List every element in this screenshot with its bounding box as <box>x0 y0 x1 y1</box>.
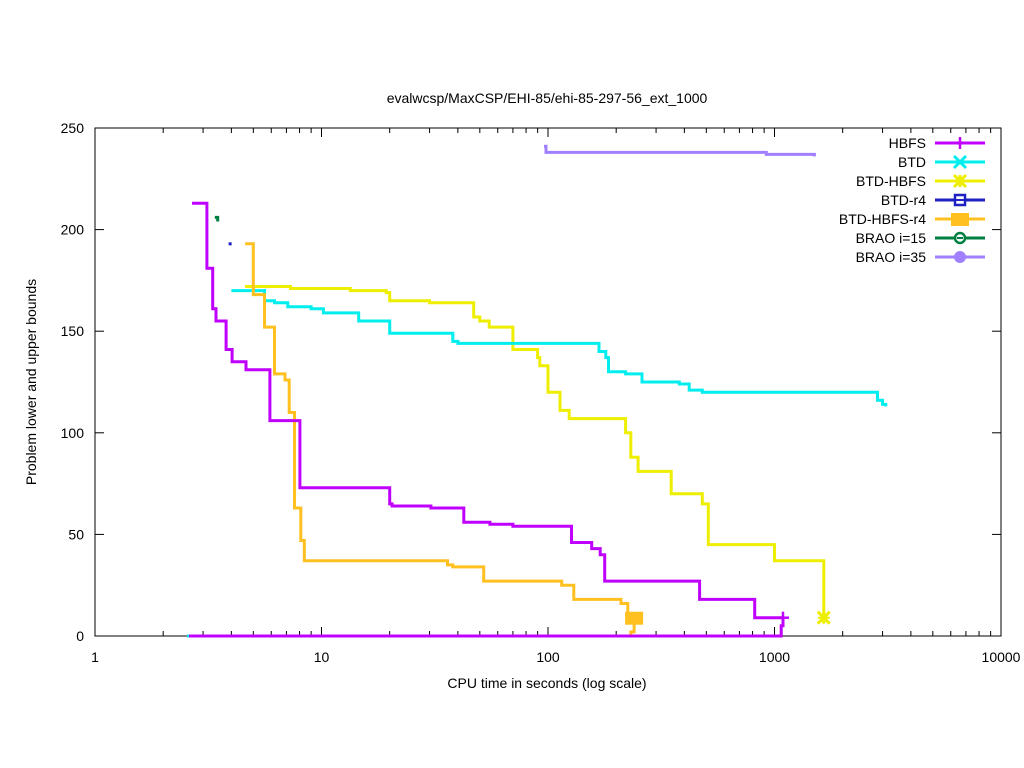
legend-item: BTD-r4 <box>881 192 985 208</box>
x-tick-label: 1000 <box>759 649 790 665</box>
y-tick-label: 100 <box>61 425 85 441</box>
lower-bound-line <box>189 617 785 638</box>
y-axis-label: Problem lower and upper bounds <box>23 279 39 485</box>
upper-bound-line <box>214 215 220 222</box>
square-filled-marker <box>625 611 644 625</box>
series-btd-hbfs <box>245 285 831 625</box>
y-tick-label: 0 <box>76 628 84 644</box>
square-open-marker <box>953 193 967 207</box>
legend-label: BTD-HBFS <box>856 173 926 189</box>
series-hbfs <box>189 201 789 638</box>
legend-item: BTD-HBFS-r4 <box>839 211 985 227</box>
upper-bound-line <box>192 201 783 620</box>
series-brao-i-35 <box>544 144 816 157</box>
upper-bound-line <box>231 289 888 407</box>
plus-marker <box>776 611 789 624</box>
upper-bound-line <box>245 242 635 620</box>
y-tick-label: 50 <box>68 526 84 542</box>
x-axis-label: CPU time in seconds (log scale) <box>447 675 646 691</box>
upper-bound-point <box>228 242 232 246</box>
x-marker <box>952 154 968 170</box>
legend-item: BTD <box>898 154 985 170</box>
upper-bound-line <box>245 285 826 618</box>
y-tick-label: 150 <box>61 323 85 339</box>
y-tick-label: 250 <box>61 120 85 136</box>
x-tick-label: 10 <box>314 649 330 665</box>
series-btd <box>187 289 888 638</box>
circle-open-marker <box>953 231 967 245</box>
legend-item: HBFS <box>889 135 985 151</box>
chart-title: evalwcsp/MaxCSP/EHI-85/ehi-85-297-56_ext… <box>387 90 708 106</box>
legend-item: BRAO i=15 <box>856 230 985 246</box>
square-filled-marker <box>951 213 969 226</box>
plus-marker <box>954 137 966 149</box>
series-btd-hbfs-r4 <box>194 242 644 638</box>
circle-filled-marker <box>954 251 966 263</box>
legend-label: BTD-HBFS-r4 <box>839 211 926 227</box>
series-btd-r4 <box>228 242 232 246</box>
x-tick-label: 10000 <box>982 649 1021 665</box>
legend-item: BRAO i=35 <box>856 249 985 265</box>
series-layer <box>187 144 888 638</box>
x-tick-label: 100 <box>536 649 560 665</box>
x-tick-label: 1 <box>91 649 99 665</box>
series-brao-i-15 <box>214 215 220 222</box>
star-marker <box>816 610 831 625</box>
legend-item: BTD-HBFS <box>856 173 985 189</box>
legend-label: HBFS <box>889 135 926 151</box>
legend-label: BRAO i=15 <box>856 230 927 246</box>
star-marker <box>952 173 968 189</box>
legend-label: BTD-r4 <box>881 192 926 208</box>
y-tick-label: 200 <box>61 222 85 238</box>
legend-label: BRAO i=35 <box>856 249 927 265</box>
upper-bound-line <box>544 144 816 157</box>
legend-label: BTD <box>898 154 926 170</box>
axis-ticks: 1 10 100 1000 10000 0 50 100 150 200 250 <box>61 120 1021 665</box>
legend: HBFS BTD BTD-HBFS BTD-r4 BTD-HBFS-r4 BRAO i=1… <box>839 135 985 265</box>
lower-bound-line <box>194 617 636 638</box>
